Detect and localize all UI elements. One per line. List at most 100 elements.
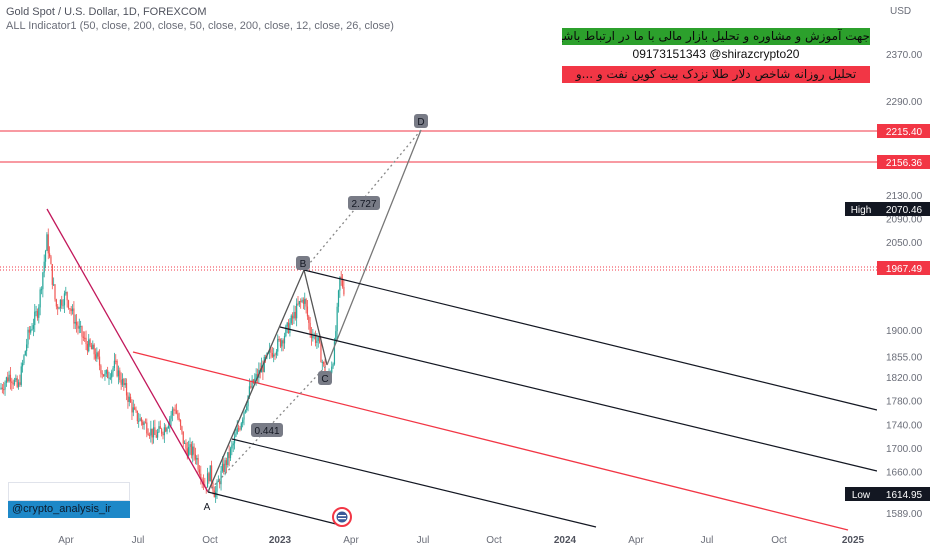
high-tag: 2070.46 — [886, 205, 923, 216]
candle-body — [120, 379, 122, 385]
candle-body — [43, 261, 45, 273]
candle-body — [171, 409, 174, 416]
price-tick-label: 1780.00 — [886, 397, 923, 408]
candle-body — [144, 422, 147, 424]
candle-body — [339, 276, 341, 291]
candle-body — [186, 448, 188, 456]
candle-body — [309, 322, 311, 334]
candle-body — [255, 374, 257, 379]
candle-body — [13, 380, 16, 385]
price-tick-label: 2370.00 — [886, 50, 923, 61]
pitchfork-median — [279, 326, 878, 472]
candle-body — [239, 428, 241, 430]
candle-body — [113, 360, 115, 368]
candle-body — [310, 333, 313, 339]
candle-body — [55, 299, 57, 307]
red-trend-line — [46, 208, 209, 493]
candle-body — [77, 325, 79, 329]
pitchfork-upper — [303, 269, 878, 411]
candle-body — [201, 479, 203, 481]
candle-body — [152, 427, 155, 438]
candle-body — [26, 344, 28, 352]
candle-body — [316, 340, 318, 343]
candle-body — [189, 444, 191, 448]
candle-body — [177, 413, 179, 419]
candle-body — [238, 428, 240, 430]
candle-body — [36, 311, 39, 318]
candle-body — [96, 352, 98, 359]
candle-body — [117, 370, 120, 377]
candle-body — [63, 293, 66, 306]
price-tags: 2215.40 2156.36 High 2070.46 1967.49 Low 1614.… — [845, 124, 930, 501]
indicator-legend[interactable]: ALL Indicator1 (50, close, 200, close, 5… — [6, 20, 394, 32]
candle-body — [274, 354, 276, 356]
candle-body — [240, 423, 242, 430]
candle-body — [111, 371, 113, 378]
candle-body — [277, 338, 279, 352]
candle-body — [88, 339, 90, 352]
price-tick-label: 1855.00 — [886, 353, 923, 364]
candle-body — [278, 338, 280, 340]
candle-body — [157, 431, 159, 438]
candle-body — [271, 352, 273, 357]
time-tick-label: 2025 — [842, 535, 865, 546]
candle-body — [170, 415, 172, 419]
candle-body — [17, 382, 20, 387]
candle-body — [158, 426, 160, 432]
candle-body — [131, 402, 133, 413]
candle-body — [314, 334, 317, 343]
candle-body — [35, 311, 37, 313]
candle-body — [273, 354, 275, 357]
candle-body — [11, 381, 13, 383]
candle-body — [247, 395, 249, 407]
candle-body — [80, 326, 82, 328]
candle-body — [292, 315, 294, 319]
candle-body — [34, 311, 36, 326]
candle-body — [212, 482, 214, 491]
candle-body — [262, 365, 264, 372]
drawing-layer[interactable] — [0, 129, 878, 531]
pitchfork-line-cd — [326, 129, 422, 366]
candle-body — [336, 306, 338, 332]
candle-body — [194, 454, 196, 460]
candle-body — [173, 409, 175, 411]
candle-body — [67, 300, 70, 309]
candle-body — [1, 387, 3, 390]
price-tick-label: 2130.00 — [886, 191, 923, 202]
candle-body — [174, 409, 176, 411]
flag-icon[interactable] — [332, 507, 352, 527]
candle-body — [340, 276, 342, 279]
wave-point-labels: A B C D — [204, 114, 428, 513]
candle-body — [312, 335, 314, 339]
candle-body — [23, 355, 25, 364]
candle-body — [196, 458, 198, 460]
candle-body — [279, 339, 282, 347]
candle-body — [16, 378, 18, 387]
candle-body — [335, 331, 337, 342]
candle-body — [90, 345, 93, 350]
candle-body — [169, 418, 171, 426]
candle-body — [105, 370, 107, 374]
candle-body — [53, 284, 55, 286]
candle-body — [244, 409, 246, 413]
candle-body — [224, 460, 226, 472]
candle-body — [246, 406, 248, 410]
time-tick-label: Apr — [343, 535, 359, 546]
candle-body — [9, 374, 12, 382]
candle-body — [47, 234, 49, 254]
candle-body — [42, 272, 44, 290]
candle-body — [205, 486, 207, 488]
candle-body — [306, 306, 309, 317]
candle-body — [178, 418, 180, 420]
time-axis[interactable]: Apr Jul Oct 2023 Apr Jul Oct 2024 Apr Jul Oct 2025 — [58, 535, 864, 546]
candle-body — [86, 344, 88, 352]
candle-body — [163, 427, 165, 436]
candle-body — [101, 373, 103, 375]
candle-body — [305, 298, 307, 307]
candle-body — [188, 447, 190, 456]
price-tick-label: 1900.00 — [886, 326, 923, 337]
candle-body — [24, 351, 26, 356]
time-tick-label: Jul — [132, 535, 145, 546]
candle-body — [97, 352, 99, 357]
